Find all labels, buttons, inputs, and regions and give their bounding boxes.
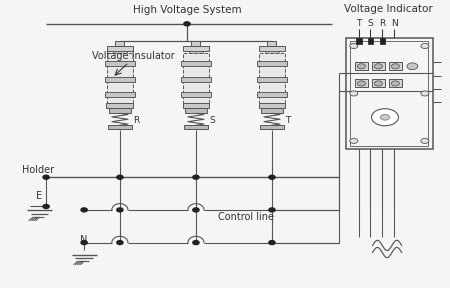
Circle shape bbox=[117, 208, 123, 212]
Circle shape bbox=[421, 43, 429, 49]
Circle shape bbox=[117, 240, 123, 245]
Bar bbox=[346, 38, 433, 149]
Bar bbox=[181, 61, 211, 66]
Text: T: T bbox=[356, 18, 362, 28]
Text: Voltage Indicator: Voltage Indicator bbox=[344, 4, 432, 14]
Circle shape bbox=[269, 175, 275, 179]
Text: S: S bbox=[209, 116, 215, 126]
Bar bbox=[109, 108, 130, 113]
Bar bbox=[105, 77, 135, 82]
Bar bbox=[183, 53, 209, 103]
Bar bbox=[183, 46, 209, 50]
Circle shape bbox=[357, 81, 365, 86]
Bar bbox=[261, 108, 283, 113]
Bar bbox=[265, 50, 279, 53]
Circle shape bbox=[269, 240, 275, 245]
Circle shape bbox=[350, 43, 358, 49]
Bar bbox=[372, 79, 385, 88]
Bar bbox=[185, 108, 207, 113]
Circle shape bbox=[193, 175, 199, 179]
Bar bbox=[183, 103, 209, 108]
Bar bbox=[105, 61, 135, 66]
Bar bbox=[107, 46, 133, 50]
Bar bbox=[181, 92, 211, 97]
Bar bbox=[105, 92, 135, 97]
Bar bbox=[389, 79, 402, 88]
Circle shape bbox=[43, 204, 49, 209]
Circle shape bbox=[269, 208, 275, 212]
Bar bbox=[355, 62, 368, 70]
Bar bbox=[191, 41, 200, 46]
Bar bbox=[189, 50, 203, 53]
Circle shape bbox=[81, 208, 87, 212]
Bar bbox=[261, 125, 284, 129]
Circle shape bbox=[350, 91, 358, 96]
Circle shape bbox=[407, 63, 418, 70]
Bar bbox=[113, 50, 127, 53]
Text: N: N bbox=[391, 18, 397, 28]
Bar bbox=[355, 79, 368, 88]
Text: Control line: Control line bbox=[218, 212, 274, 222]
Bar bbox=[257, 61, 287, 66]
Text: R: R bbox=[133, 116, 140, 126]
Bar bbox=[389, 62, 402, 70]
Bar bbox=[107, 53, 133, 103]
Bar bbox=[259, 53, 285, 103]
Text: T: T bbox=[285, 116, 291, 126]
Circle shape bbox=[81, 240, 87, 245]
Circle shape bbox=[43, 175, 49, 179]
Bar bbox=[356, 38, 362, 44]
Bar bbox=[181, 77, 211, 82]
Circle shape bbox=[184, 22, 190, 26]
Circle shape bbox=[357, 64, 365, 69]
Circle shape bbox=[117, 175, 123, 179]
Text: N: N bbox=[81, 235, 88, 245]
Circle shape bbox=[381, 114, 389, 120]
Text: High Voltage System: High Voltage System bbox=[133, 5, 241, 15]
Bar bbox=[259, 46, 285, 50]
Circle shape bbox=[392, 64, 400, 69]
Text: Holder: Holder bbox=[22, 165, 54, 175]
Bar bbox=[372, 62, 385, 70]
Bar bbox=[116, 41, 124, 46]
Circle shape bbox=[374, 64, 382, 69]
Bar bbox=[108, 125, 131, 129]
Text: S: S bbox=[368, 18, 373, 28]
Circle shape bbox=[193, 208, 199, 212]
Text: E: E bbox=[36, 192, 42, 201]
Circle shape bbox=[193, 240, 199, 245]
Bar bbox=[350, 41, 428, 146]
Circle shape bbox=[374, 81, 382, 86]
Bar bbox=[107, 103, 133, 108]
Circle shape bbox=[372, 109, 398, 126]
Bar bbox=[257, 77, 287, 82]
Circle shape bbox=[421, 91, 429, 96]
Bar bbox=[368, 38, 373, 44]
Bar bbox=[380, 38, 385, 44]
Circle shape bbox=[392, 81, 400, 86]
Text: R: R bbox=[379, 18, 386, 28]
Bar bbox=[267, 41, 276, 46]
Bar bbox=[184, 125, 207, 129]
Bar bbox=[257, 92, 287, 97]
Circle shape bbox=[421, 138, 429, 143]
Circle shape bbox=[350, 138, 358, 143]
Text: Voltage Insulator: Voltage Insulator bbox=[92, 51, 175, 61]
Bar bbox=[259, 103, 285, 108]
